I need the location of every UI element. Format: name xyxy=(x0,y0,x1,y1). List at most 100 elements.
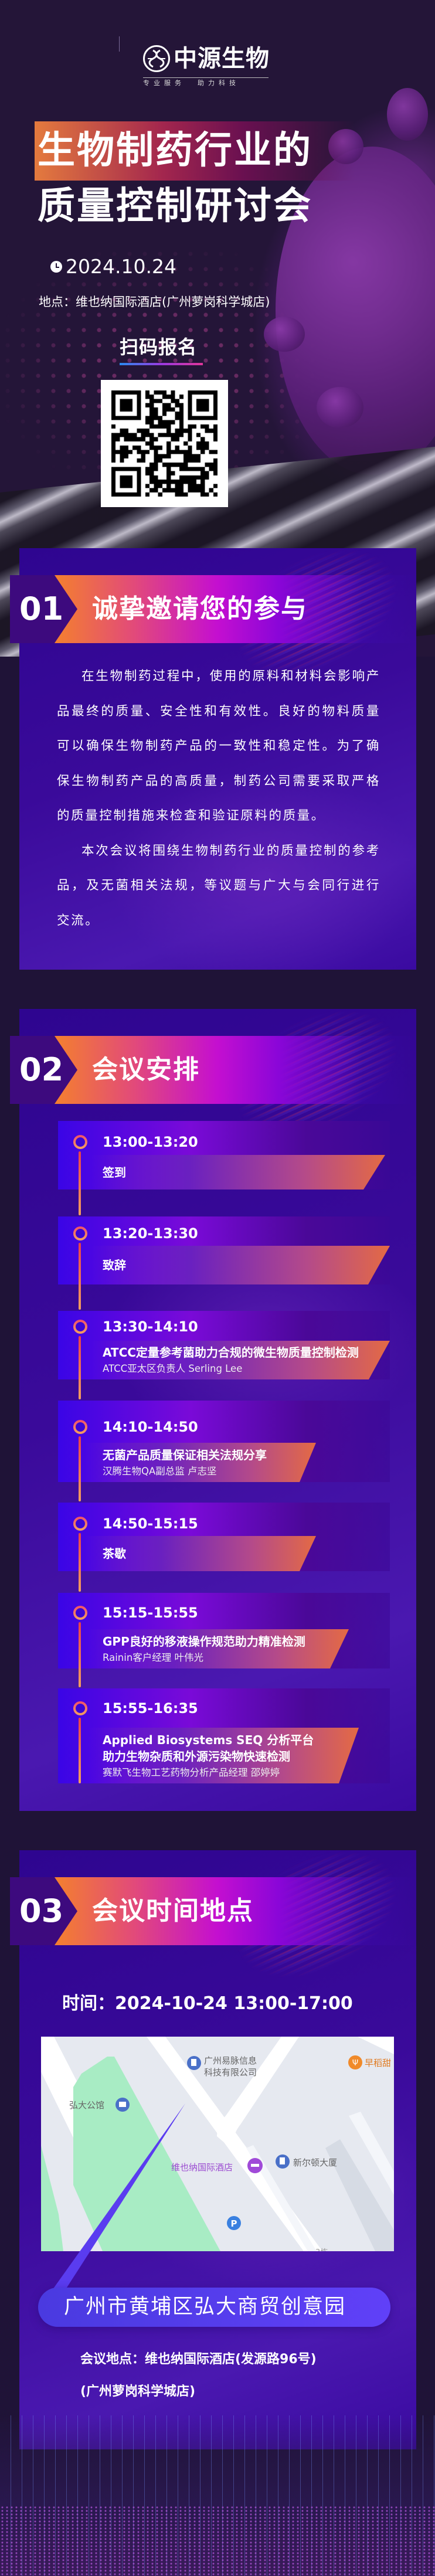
section-header-band xyxy=(55,575,416,643)
map-label-restaurant: 早稻甜 xyxy=(365,2058,391,2068)
map-label-hotel: 维也纳国际酒店 xyxy=(171,2162,233,2173)
map-label-company: 广州易脉信息 xyxy=(204,2055,257,2066)
agenda-item-band xyxy=(58,1443,316,1482)
title-highlight-band xyxy=(35,121,355,181)
timeline-dot-inner xyxy=(76,1422,85,1432)
brand-logo-icon xyxy=(143,45,170,72)
map-pin-building xyxy=(276,2154,290,2169)
agenda-item-band xyxy=(58,1246,390,1284)
timeline-dot-icon xyxy=(73,1701,87,1715)
map-label-building: 新尔顿大厦 xyxy=(293,2157,337,2168)
hero-banner xyxy=(0,0,435,657)
venue-map[interactable]: 广州易脉信息 科技有限公司 Ψ 早稻甜 弘大公馆 维也纳国际酒店 新尔顿大厦 P… xyxy=(41,2037,394,2251)
agenda-item: 13:20-13:30 致辞 xyxy=(58,1216,390,1284)
agenda-item: 15:55-16:35 Applied Biosystems SEQ 分析平台 助力… xyxy=(58,1688,390,1783)
divider xyxy=(119,36,120,52)
intro-paragraph: 在生物制药过程中，使用的原料和材料会影响产品最终的质量、安全性和有效性。良好的物… xyxy=(57,669,380,823)
timeline-dot-inner xyxy=(76,1322,85,1331)
map-pin-residence xyxy=(115,2098,130,2112)
agenda-item: 13:30-14:10 ATCC定量参考菌助力合规的微生物质量控制检测 ATCC亚太… xyxy=(58,1311,390,1379)
brand-divider xyxy=(143,77,269,78)
event-date: 2024.10.24 xyxy=(50,253,176,280)
event-date-text: 2024.10.24 xyxy=(66,255,176,278)
agenda-item-band xyxy=(58,1536,316,1571)
brand-tagline: 专业服务 助力科技 xyxy=(143,79,240,87)
svg-text:Ψ: Ψ xyxy=(352,2059,358,2068)
timeline-dot-icon xyxy=(73,1606,87,1620)
agenda-time: 14:10-14:50 xyxy=(103,1419,198,1435)
map-pin-restaurant: Ψ xyxy=(348,2055,362,2069)
timeline-dot-icon xyxy=(73,1320,87,1334)
venue-address-line1: 会议地点：维也纳国际酒店(发源路96号) xyxy=(80,2352,317,2367)
agenda-speaker: 赛默飞生物工艺药物分析产品经理 邵婷婷 xyxy=(103,1766,280,1778)
agenda-title: 茶歇 xyxy=(103,1547,126,1561)
agenda-time: 15:15-15:55 xyxy=(103,1605,198,1621)
venue-address-line2: (广州萝岗科学城店) xyxy=(80,2384,196,2399)
agenda-title: Applied Biosystems SEQ 分析平台 xyxy=(103,1732,314,1747)
timeline-line xyxy=(79,1533,81,1592)
timeline-dot-icon xyxy=(73,1226,87,1241)
map-pin-hotel xyxy=(247,2158,263,2173)
map-label-parking: P xyxy=(231,2218,237,2229)
map-pin-company xyxy=(187,2056,201,2070)
section-title: 会议时间地点 xyxy=(92,1896,254,1926)
timeline-dot-inner xyxy=(76,1229,85,1238)
agenda-item-band xyxy=(58,1341,390,1379)
agenda-time: 14:50-15:15 xyxy=(103,1515,198,1532)
virus-spike xyxy=(387,88,428,141)
agenda-title: GPP良好的移液操作规范助力精准检测 xyxy=(103,1634,305,1649)
agenda-speaker: Rainin客户经理 叶伟光 xyxy=(103,1651,204,1663)
map-label-block: 3栋 xyxy=(315,2248,328,2251)
section-title: 诚挚邀请您的参与 xyxy=(92,594,308,624)
timeline-line xyxy=(79,1336,81,1399)
map-label-residence: 弘大公馆 xyxy=(69,2100,104,2111)
timeline-line xyxy=(79,1622,81,1687)
timeline-dot-inner xyxy=(76,1608,85,1617)
section-number: 02 xyxy=(19,1051,64,1088)
virus-spike xyxy=(264,317,305,352)
event-title-line1: 生物制药行业的 xyxy=(38,129,312,172)
section-header-band xyxy=(55,1036,416,1104)
timeline-dot-icon xyxy=(73,1420,87,1434)
event-location: 地点：维也纳国际酒店(广州萝岗科学城店) xyxy=(39,295,270,309)
timeline-line xyxy=(79,1151,81,1215)
agenda-speaker: ATCC亚太区负责人 Serling Lee xyxy=(103,1363,243,1374)
scan-to-register-label: 扫码报名 xyxy=(120,336,198,358)
agenda-time: 13:30-14:10 xyxy=(103,1318,198,1335)
timeline-line xyxy=(79,1718,81,1783)
section-number-badge: 01 xyxy=(10,575,77,643)
agenda-title: 致辞 xyxy=(103,1258,126,1272)
agenda-item-band xyxy=(58,1629,349,1668)
section-header-band xyxy=(55,1877,416,1945)
agenda-item: 15:15-15:55 GPP良好的移液操作规范助力精准检测 Rainin客户经理 … xyxy=(58,1593,390,1668)
scan-label-underline xyxy=(120,363,203,365)
map-label-company: 科技有限公司 xyxy=(204,2067,257,2078)
section-number: 03 xyxy=(19,1892,64,1929)
agenda-item: 14:50-15:15 茶歇 xyxy=(58,1503,390,1571)
agenda-item: 13:00-13:20 签到 xyxy=(58,1121,390,1190)
map-park xyxy=(73,2057,220,2251)
map-road xyxy=(358,2037,394,2054)
clock-icon xyxy=(50,261,62,273)
registration-qr-code[interactable] xyxy=(101,380,228,507)
agenda-item: 14:10-14:50 无菌产品质量保证相关法规分享 汉腾生物QA副总监 卢志坚 xyxy=(58,1401,390,1482)
agenda-time: 13:20-13:30 xyxy=(103,1225,198,1242)
map-pin-parking xyxy=(227,2216,241,2230)
timeline-dot-inner xyxy=(76,1137,85,1147)
timeline-line xyxy=(79,1436,81,1501)
brand-name: 中源生物 xyxy=(174,45,270,72)
map-pointer xyxy=(53,2103,185,2289)
agenda-time: 15:55-16:35 xyxy=(103,1700,198,1717)
timeline-dot-icon xyxy=(73,1517,87,1531)
intro-text: 在生物制药过程中，使用的原料和材料会影响产品最终的质量、安全性和有效性。良好的物… xyxy=(57,659,380,938)
district-text: 广州市黄埔区弘大商贸创意园 xyxy=(64,2295,346,2319)
timeline-line xyxy=(79,1243,81,1310)
section-title: 会议安排 xyxy=(92,1055,200,1085)
agenda-title: 助力生物杂质和外源污染物快速检测 xyxy=(103,1749,290,1763)
agenda-speaker: 汉腾生物QA副总监 卢志坚 xyxy=(103,1465,217,1477)
intro-paragraph: 本次会议将围绕生物制药行业的质量控制的参考品，及无菌相关法规，等议题与广大与会同… xyxy=(57,843,380,928)
map-road xyxy=(217,2037,299,2154)
virus-spike xyxy=(317,387,363,428)
timeline-dot-inner xyxy=(76,1519,85,1528)
digital-wave-decoration xyxy=(0,2415,435,2576)
